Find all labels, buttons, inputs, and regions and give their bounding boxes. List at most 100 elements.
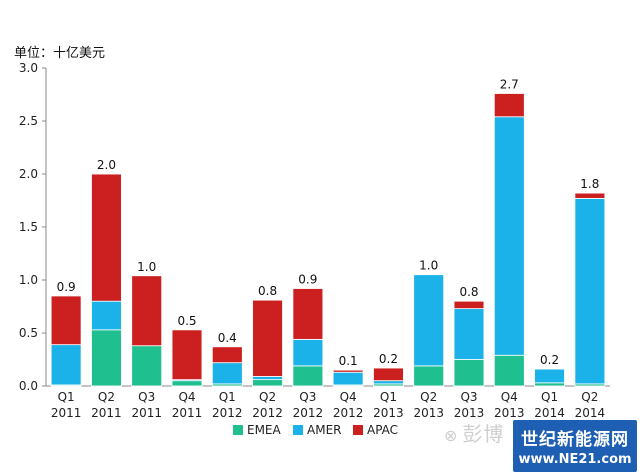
x-tick-label-year: 2011 (51, 406, 82, 420)
x-tick-label-quarter: Q4 (501, 390, 518, 404)
bar-outline (453, 300, 485, 387)
y-tick-label: 1.0 (19, 273, 38, 287)
bar-segment-emea (91, 329, 122, 387)
x-tick-label-year: 2012 (333, 406, 364, 420)
bar-segment-apac (171, 329, 203, 381)
legend-swatch-amer (293, 425, 303, 435)
x-tick-label-quarter: Q4 (178, 390, 195, 404)
wechat-icon: ⊗ (444, 426, 459, 445)
x-tick-label-year: 2012 (252, 406, 283, 420)
y-tick-label: 2.0 (19, 167, 38, 181)
bar-segment-amer (373, 380, 404, 385)
bar-segment-apac (50, 295, 82, 346)
site-logo: 世纪新能源网 www.NE21.com (513, 420, 637, 472)
x-tick-label-year: 2012 (293, 406, 324, 420)
x-tick-label-year: 2013 (454, 406, 485, 420)
x-tick-label-quarter: Q4 (340, 390, 357, 404)
legend-label-amer: AMER (307, 423, 341, 437)
bar-outline (91, 173, 122, 387)
bar-segment-apac (131, 275, 163, 347)
x-tick-label-quarter: Q1 (380, 390, 397, 404)
y-tick-label: 2.5 (19, 114, 38, 128)
bar-outline (332, 369, 364, 387)
bar-total-label: 1.0 (137, 260, 156, 274)
bar-total-label: 1.8 (580, 177, 599, 191)
bar-segment-amer (493, 116, 525, 356)
bar-total-label: 2.0 (97, 158, 116, 172)
bar-total-label: 0.8 (258, 284, 277, 298)
bar-segment-amer (50, 344, 82, 386)
bar-segment-amer (453, 308, 485, 360)
y-tick-label: 0.0 (19, 379, 38, 393)
bar-segment-apac (292, 288, 324, 340)
bar-total-label: 0.4 (218, 331, 237, 345)
x-tick-label-quarter: Q2 (420, 390, 437, 404)
bar-segment-emea (413, 365, 445, 387)
logo-title: 世纪新能源网 (521, 430, 629, 450)
bar-outline (413, 274, 444, 387)
bar-outline (574, 192, 606, 387)
x-tick-label-quarter: Q1 (219, 390, 236, 404)
x-tick-label-year: 2012 (212, 406, 243, 420)
bar-segment-amer (534, 368, 565, 384)
bar-total-label: 0.8 (459, 285, 478, 299)
bar-segment-apac (574, 192, 606, 199)
bar-segment-amer (91, 300, 122, 331)
x-tick-label-quarter: Q3 (138, 390, 155, 404)
x-tick-label-year: 2014 (575, 406, 606, 420)
x-tick-label-year: 2013 (494, 406, 525, 420)
x-tick-label-quarter: Q2 (259, 390, 276, 404)
legend-label-emea: EMEA (247, 423, 282, 437)
bar-segment-apac (373, 367, 404, 382)
bar-total-label: 1.0 (419, 259, 438, 273)
y-tick-label: 1.5 (19, 220, 38, 234)
bar-total-label: 0.2 (379, 352, 398, 366)
watermark: ⊗ 彭博 (444, 418, 504, 447)
bar-segment-amer (413, 274, 445, 367)
x-tick-label-quarter: Q1 (58, 390, 75, 404)
bar-segment-apac (211, 346, 243, 364)
bar-segment-amer (211, 362, 243, 385)
bar-segment-amer (252, 376, 283, 381)
bar-total-label: 0.9 (298, 272, 317, 286)
bar-total-label: 0.2 (540, 353, 559, 367)
x-tick-label-quarter: Q2 (581, 390, 598, 404)
unit-label: 单位：十亿美元 (14, 46, 106, 61)
bar-outline (292, 288, 324, 387)
x-tick-label-quarter: Q3 (460, 390, 477, 404)
bar-segment-amer (292, 338, 324, 367)
x-tick-label-quarter: Q3 (299, 390, 316, 404)
bar-total-label: 0.9 (57, 280, 76, 294)
bar-outline (50, 295, 82, 387)
x-tick-label-year: 2013 (373, 406, 404, 420)
x-tick-label-year: 2014 (534, 406, 565, 420)
x-tick-label-year: 2011 (91, 406, 122, 420)
bar-segment-apac (91, 173, 122, 302)
bar-outline (252, 299, 283, 387)
y-tick-label: 3.0 (19, 61, 38, 75)
x-tick-label-year: 2011 (172, 406, 203, 420)
watermark-text: 彭博 (462, 422, 505, 446)
legend-label-apac: APAC (367, 423, 398, 437)
bar-segment-amer (332, 371, 364, 386)
bar-outline (131, 275, 162, 387)
logo-url: www.NE21.com (518, 452, 632, 467)
bar-segment-emea (453, 359, 485, 387)
bar-segment-emea (534, 382, 565, 387)
x-tick-label-quarter: Q2 (98, 390, 115, 404)
y-tick-label: 0.5 (19, 326, 38, 340)
bar-outline (534, 368, 565, 387)
bar-outline (494, 93, 525, 387)
bar-total-label: 2.7 (500, 77, 519, 91)
bar-total-label: 0.5 (177, 314, 196, 328)
bar-outline (171, 329, 203, 387)
bar-segment-emea (252, 379, 283, 387)
bar-segment-emea (292, 365, 324, 387)
legend-swatch-apac (353, 425, 363, 435)
x-tick-label-quarter: Q1 (541, 390, 558, 404)
bar-outline (373, 367, 404, 387)
legend-swatch-emea (233, 425, 243, 435)
bar-segment-apac (252, 299, 283, 377)
bar-segment-amer (574, 197, 606, 385)
